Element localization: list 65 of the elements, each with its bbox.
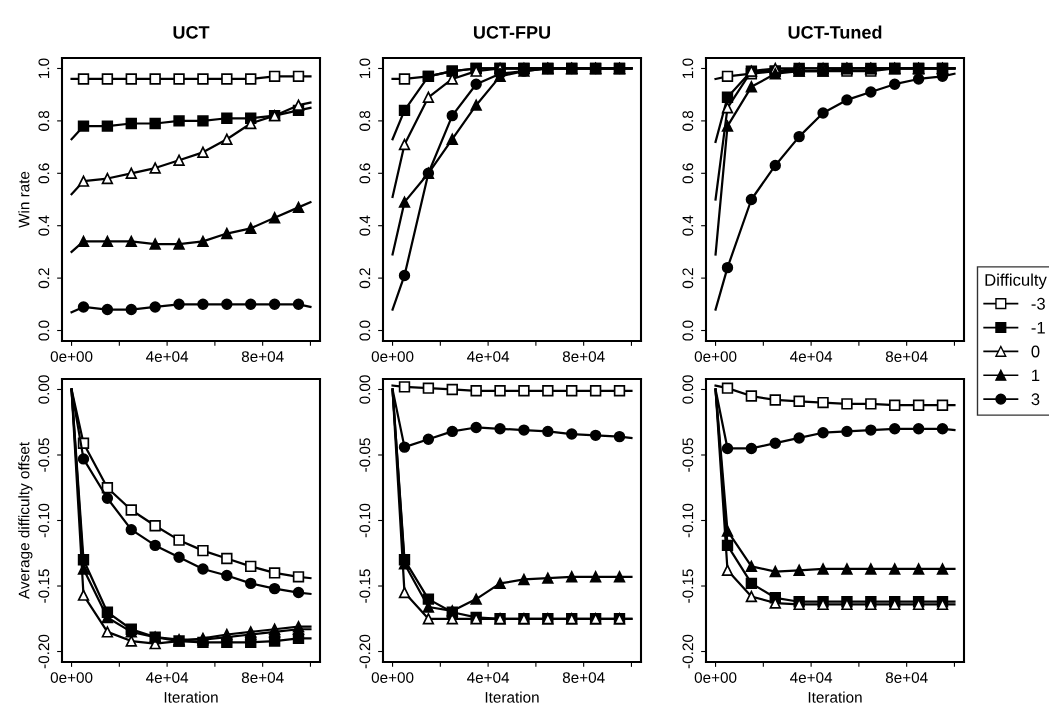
x-tick-label: 8e+04 <box>241 351 284 362</box>
y-tick-label: -0.20 <box>38 634 50 669</box>
y-tick-label: 0.00 <box>682 375 694 404</box>
x-tick-label: 4e+04 <box>467 351 510 362</box>
x-tick-label: 0e+00 <box>50 351 93 362</box>
y-tick-label: -0.15 <box>38 569 50 603</box>
chart-title: UCT <box>173 25 210 39</box>
y-tick-label: 0.8 <box>682 110 694 131</box>
x-tick-label: 8e+04 <box>562 351 605 362</box>
y-tick-label: -0.10 <box>682 503 694 538</box>
y-tick-label: -0.05 <box>682 438 694 472</box>
y-tick-label: -0.10 <box>38 503 50 538</box>
x-tick-label: 4e+04 <box>146 351 189 362</box>
x-tick-label: 8e+04 <box>562 672 605 683</box>
x-axis-title: Iteration <box>485 691 539 703</box>
y-tick-label: 0.6 <box>38 163 50 184</box>
y-tick-label: -0.20 <box>682 634 694 669</box>
x-tick-label: 8e+04 <box>885 672 928 683</box>
x-tick-label: 4e+04 <box>790 672 833 683</box>
y-tick-label: 0.6 <box>682 163 694 184</box>
y-tick-label: 0.0 <box>38 320 50 341</box>
y-tick-label: 0.4 <box>38 215 50 236</box>
x-tick-label: 8e+04 <box>885 351 928 362</box>
x-axis-title: Iteration <box>164 691 218 703</box>
chart-title: UCT-FPU <box>473 25 551 39</box>
y-tick-label: 1.0 <box>359 58 371 78</box>
y-tick-label: 0.2 <box>359 268 371 289</box>
x-tick-label: 4e+04 <box>790 351 833 362</box>
x-tick-label: 0e+00 <box>694 351 737 362</box>
x-tick-label: 0e+00 <box>694 672 737 683</box>
y-tick-label: 0.2 <box>38 268 50 289</box>
y-tick-label: 0.00 <box>38 375 50 404</box>
y-tick-label: 0.4 <box>682 215 694 236</box>
legend-label: 3 <box>1031 393 1040 406</box>
x-axis-title: Iteration <box>808 691 862 703</box>
x-tick-label: 0e+00 <box>371 672 414 683</box>
legend-title: Difficulty <box>985 273 1047 290</box>
x-tick-label: 0e+00 <box>50 672 93 683</box>
y-tick-label: -0.20 <box>359 634 371 669</box>
chart-title: UCT-Tuned <box>788 25 882 39</box>
y-tick-label: 0.8 <box>38 110 50 131</box>
x-tick-label: 4e+04 <box>467 672 510 683</box>
y-tick-label: -0.15 <box>359 569 371 603</box>
legend-label: -1 <box>1031 321 1045 334</box>
x-tick-label: 0e+00 <box>371 351 414 362</box>
y-tick-label: 1.0 <box>38 58 50 78</box>
legend-label: -3 <box>1031 297 1045 310</box>
x-tick-label: 8e+04 <box>241 672 284 683</box>
y-tick-label: 0.6 <box>359 163 371 184</box>
y-tick-label: -0.10 <box>359 503 371 538</box>
y-tick-label: 0.00 <box>359 375 371 404</box>
legend-label: 0 <box>1031 345 1040 358</box>
y-tick-label: 0.0 <box>682 320 694 341</box>
legend-label: 1 <box>1032 369 1040 382</box>
y-tick-label: 0.8 <box>359 110 371 131</box>
y-tick-label: 0.0 <box>359 320 371 341</box>
y-axis-title: Average difficulty offset <box>18 442 33 600</box>
y-axis-title: Win rate <box>18 171 30 228</box>
y-tick-label: 0.2 <box>682 268 694 289</box>
y-tick-label: -0.15 <box>682 569 694 603</box>
y-tick-label: 1.0 <box>682 58 694 78</box>
x-tick-label: 4e+04 <box>146 672 189 683</box>
y-tick-label: -0.05 <box>359 438 371 472</box>
y-tick-label: 0.4 <box>359 215 371 236</box>
y-tick-label: -0.05 <box>38 438 50 472</box>
